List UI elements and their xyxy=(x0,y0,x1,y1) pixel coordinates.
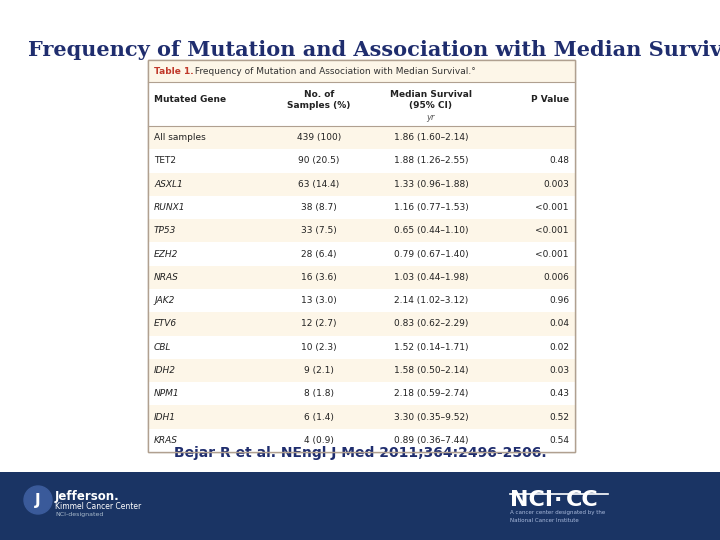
Text: 38 (8.7): 38 (8.7) xyxy=(301,203,337,212)
Text: JAK2: JAK2 xyxy=(154,296,174,305)
Text: RUNX1: RUNX1 xyxy=(154,203,186,212)
Bar xyxy=(148,149,575,173)
Bar xyxy=(148,359,575,382)
Text: 0.02: 0.02 xyxy=(549,343,569,352)
Text: ETV6: ETV6 xyxy=(154,320,177,328)
Bar xyxy=(148,82,575,126)
Text: 1.33 (0.96–1.88): 1.33 (0.96–1.88) xyxy=(394,180,468,188)
Text: 1.86 (1.60–2.14): 1.86 (1.60–2.14) xyxy=(394,133,468,142)
Text: 0.48: 0.48 xyxy=(549,157,569,165)
Text: 0.006: 0.006 xyxy=(543,273,569,282)
Text: A cancer center designated by the: A cancer center designated by the xyxy=(510,510,606,515)
Text: yr: yr xyxy=(427,113,435,123)
Text: 63 (14.4): 63 (14.4) xyxy=(298,180,339,188)
Text: 0.03: 0.03 xyxy=(549,366,569,375)
Text: 16 (3.6): 16 (3.6) xyxy=(301,273,337,282)
Text: Bejar R et al. NEngl J Med 2011;364:2496-2506.: Bejar R et al. NEngl J Med 2011;364:2496… xyxy=(174,446,546,460)
Bar xyxy=(148,289,575,312)
Text: 0.52: 0.52 xyxy=(549,413,569,422)
Text: 1.16 (0.77–1.53): 1.16 (0.77–1.53) xyxy=(394,203,468,212)
Bar xyxy=(148,196,575,219)
Text: 0.83 (0.62–2.29): 0.83 (0.62–2.29) xyxy=(394,320,468,328)
Text: Table 1.: Table 1. xyxy=(154,66,194,76)
Text: 4 (0.9): 4 (0.9) xyxy=(304,436,334,445)
Text: 3.30 (0.35–9.52): 3.30 (0.35–9.52) xyxy=(394,413,468,422)
Text: CBL: CBL xyxy=(154,343,171,352)
Text: National Cancer Institute: National Cancer Institute xyxy=(510,518,579,523)
Text: Kimmel Cancer Center: Kimmel Cancer Center xyxy=(55,502,141,511)
Text: ·: · xyxy=(554,490,562,510)
Text: All samples: All samples xyxy=(154,133,206,142)
Text: KRAS: KRAS xyxy=(154,436,178,445)
Text: IDH1: IDH1 xyxy=(154,413,176,422)
Text: 0.54: 0.54 xyxy=(549,436,569,445)
Text: ASXL1: ASXL1 xyxy=(154,180,183,188)
Bar xyxy=(148,173,575,196)
Text: 0.04: 0.04 xyxy=(549,320,569,328)
Bar xyxy=(148,335,575,359)
Text: 2.18 (0.59–2.74): 2.18 (0.59–2.74) xyxy=(394,389,468,399)
Text: 13 (3.0): 13 (3.0) xyxy=(301,296,337,305)
Text: 0.003: 0.003 xyxy=(543,180,569,188)
Text: 33 (7.5): 33 (7.5) xyxy=(301,226,337,235)
Bar xyxy=(148,242,575,266)
Text: NCI: NCI xyxy=(510,490,553,510)
Text: NRAS: NRAS xyxy=(154,273,179,282)
Bar xyxy=(148,429,575,452)
Text: NCI-designated: NCI-designated xyxy=(55,512,104,517)
Text: P Value: P Value xyxy=(531,96,569,105)
Bar xyxy=(148,382,575,406)
Text: No. of
Samples (%): No. of Samples (%) xyxy=(287,90,351,110)
Text: 10 (2.3): 10 (2.3) xyxy=(301,343,337,352)
Bar xyxy=(148,60,575,82)
Text: 12 (2.7): 12 (2.7) xyxy=(301,320,336,328)
Text: 0.65 (0.44–1.10): 0.65 (0.44–1.10) xyxy=(394,226,468,235)
Text: TET2: TET2 xyxy=(154,157,176,165)
Text: 90 (20.5): 90 (20.5) xyxy=(298,157,340,165)
Text: <0.001: <0.001 xyxy=(536,249,569,259)
Text: 28 (6.4): 28 (6.4) xyxy=(301,249,336,259)
Text: NPM1: NPM1 xyxy=(154,389,179,399)
Bar xyxy=(148,406,575,429)
Text: EZH2: EZH2 xyxy=(154,249,179,259)
Bar xyxy=(148,126,575,149)
Bar xyxy=(148,266,575,289)
Text: IDH2: IDH2 xyxy=(154,366,176,375)
Text: Frequency of Mutation and Association with Median Survival.°: Frequency of Mutation and Association wi… xyxy=(192,66,476,76)
Text: 1.58 (0.50–2.14): 1.58 (0.50–2.14) xyxy=(394,366,468,375)
Text: 439 (100): 439 (100) xyxy=(297,133,341,142)
Text: Jefferson.: Jefferson. xyxy=(55,490,120,503)
Text: Mutated Gene: Mutated Gene xyxy=(154,96,226,105)
Text: Median Survival
(95% CI): Median Survival (95% CI) xyxy=(390,90,472,110)
Text: <0.001: <0.001 xyxy=(536,226,569,235)
Text: 0.79 (0.67–1.40): 0.79 (0.67–1.40) xyxy=(394,249,468,259)
Text: 0.43: 0.43 xyxy=(549,389,569,399)
Text: J: J xyxy=(35,492,41,508)
Text: 9 (2.1): 9 (2.1) xyxy=(304,366,334,375)
Text: 1.52 (0.14–1.71): 1.52 (0.14–1.71) xyxy=(394,343,468,352)
Bar xyxy=(148,312,575,335)
Bar xyxy=(148,219,575,242)
Text: 1.03 (0.44–1.98): 1.03 (0.44–1.98) xyxy=(394,273,468,282)
Text: 0.96: 0.96 xyxy=(549,296,569,305)
Circle shape xyxy=(24,486,52,514)
Text: Frequency of Mutation and Association with Median Survival.: Frequency of Mutation and Association wi… xyxy=(28,40,720,60)
Text: 1.88 (1.26–2.55): 1.88 (1.26–2.55) xyxy=(394,157,468,165)
Bar xyxy=(148,60,575,452)
Text: 6 (1.4): 6 (1.4) xyxy=(304,413,334,422)
Text: <0.001: <0.001 xyxy=(536,203,569,212)
Text: 0.89 (0.36–7.44): 0.89 (0.36–7.44) xyxy=(394,436,468,445)
Text: CC: CC xyxy=(566,490,599,510)
Bar xyxy=(148,60,575,452)
Text: 2.14 (1.02–3.12): 2.14 (1.02–3.12) xyxy=(394,296,468,305)
Text: 8 (1.8): 8 (1.8) xyxy=(304,389,334,399)
Bar xyxy=(0,472,720,540)
Text: TP53: TP53 xyxy=(154,226,176,235)
